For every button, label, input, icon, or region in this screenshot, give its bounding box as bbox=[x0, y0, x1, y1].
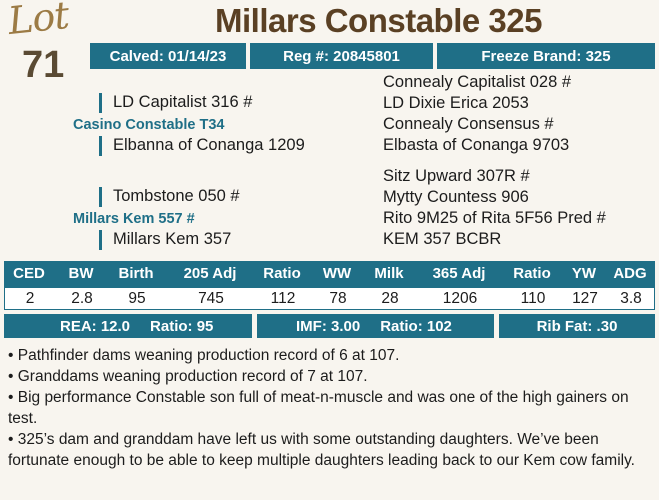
imf-ratio: Ratio: 102 bbox=[380, 317, 452, 335]
pedigree-ancestor: Connealy Capitalist 028 # bbox=[383, 73, 572, 91]
notes-list: • Pathfinder dams weaning production rec… bbox=[8, 345, 654, 471]
rib-fat: Rib Fat: .30 bbox=[499, 314, 655, 338]
epd-header: 365 Adj bbox=[432, 265, 486, 282]
epd-header: Milk bbox=[374, 265, 404, 282]
epd-header: BW bbox=[68, 265, 94, 282]
epd-value: 112 bbox=[270, 290, 296, 307]
epd-header: Ratio bbox=[263, 265, 301, 282]
pedigree-ancestor: Mytty Countess 906 bbox=[383, 188, 529, 206]
epd-value: 127 bbox=[572, 290, 598, 307]
pedigree-ancestor: Connealy Consensus # bbox=[383, 115, 554, 133]
sire-name: Casino Constable T34 bbox=[73, 117, 225, 133]
imf-group: IMF: 3.00 Ratio: 102 bbox=[257, 314, 494, 338]
epd-value: 1206 bbox=[442, 290, 478, 307]
dam-sire: Tombstone 050 # bbox=[113, 187, 240, 205]
epd-value: 95 bbox=[128, 290, 146, 307]
rea-value: REA: 12.0 bbox=[60, 317, 131, 335]
pedigree-ancestor: LD Dixie Erica 2053 bbox=[383, 94, 529, 112]
registration-number: Reg #: 20845801 bbox=[250, 43, 433, 69]
note-item: • Big performance Constable son full of … bbox=[8, 389, 629, 427]
sire-dam: Elbanna of Conanga 1209 bbox=[113, 136, 305, 154]
epd-header: CED bbox=[13, 265, 45, 282]
epd-header-row: CED BW Birth 205 Adj Ratio WW Milk 365 A… bbox=[4, 261, 655, 287]
note-item: • Pathfinder dams weaning production rec… bbox=[8, 347, 400, 364]
epd-value: 2.8 bbox=[71, 290, 93, 307]
epd-value: 78 bbox=[329, 290, 347, 307]
rea-ratio: Ratio: 95 bbox=[150, 317, 214, 335]
pedigree-ancestor: KEM 357 BCBR bbox=[383, 230, 502, 248]
rea-group: REA: 12.0 Ratio: 95 bbox=[4, 314, 252, 338]
epd-header: YW bbox=[571, 265, 597, 282]
lot-label: Lot bbox=[5, 0, 71, 44]
epd-header: WW bbox=[322, 265, 352, 282]
pedigree-bracket bbox=[99, 187, 102, 207]
note-item: • 325’s dam and granddam have left us wi… bbox=[8, 431, 635, 469]
pedigree-bracket bbox=[99, 93, 102, 113]
epd-header: 205 Adj bbox=[183, 265, 237, 282]
freeze-brand: Freeze Brand: 325 bbox=[437, 43, 655, 69]
calved-date: Calved: 01/14/23 bbox=[90, 43, 246, 69]
epd-value: 2 bbox=[25, 290, 35, 307]
epd-value: 3.8 bbox=[620, 290, 642, 307]
dam-name: Millars Kem 557 # bbox=[73, 211, 195, 227]
pedigree-ancestor: Sitz Upward 307R # bbox=[383, 167, 530, 185]
sire-sire: LD Capitalist 316 # bbox=[113, 93, 253, 111]
pedigree-ancestor: Rito 9M25 of Rita 5F56 Pred # bbox=[383, 209, 606, 227]
note-item: • Granddams weaning production record of… bbox=[8, 368, 368, 385]
epd-header: Birth bbox=[118, 265, 154, 282]
epd-value: 28 bbox=[381, 290, 399, 307]
epd-value-row: 2 2.8 95 745 112 78 28 1206 110 127 3.8 bbox=[4, 287, 655, 310]
pedigree-bracket bbox=[99, 230, 102, 250]
animal-title: Millars Constable 325 bbox=[215, 2, 542, 39]
pedigree-bracket bbox=[99, 136, 102, 156]
epd-value: 745 bbox=[198, 290, 224, 307]
dam-dam: Millars Kem 357 bbox=[113, 230, 232, 248]
imf-value: IMF: 3.00 bbox=[296, 317, 361, 335]
lot-number: 71 bbox=[22, 44, 65, 86]
epd-value: 110 bbox=[520, 290, 546, 307]
epd-header: Ratio bbox=[513, 265, 551, 282]
epd-header: ADG bbox=[613, 265, 647, 282]
pedigree-ancestor: Elbasta of Conanga 9703 bbox=[383, 136, 570, 154]
